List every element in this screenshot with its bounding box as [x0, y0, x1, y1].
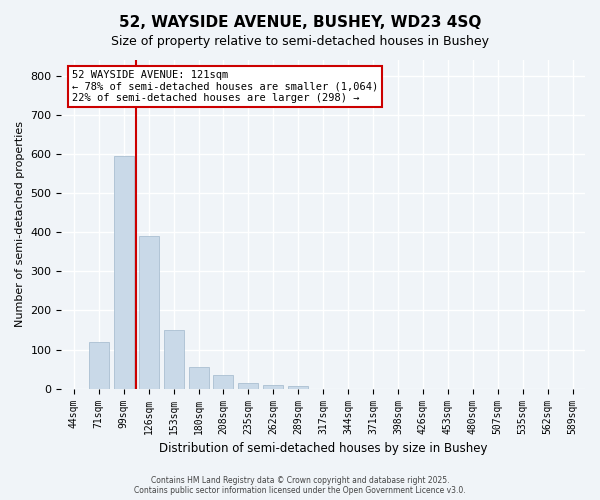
Text: 52, WAYSIDE AVENUE, BUSHEY, WD23 4SQ: 52, WAYSIDE AVENUE, BUSHEY, WD23 4SQ [119, 15, 481, 30]
Bar [89, 342, 109, 388]
X-axis label: Distribution of semi-detached houses by size in Bushey: Distribution of semi-detached houses by … [159, 442, 487, 455]
Text: Size of property relative to semi-detached houses in Bushey: Size of property relative to semi-detach… [111, 35, 489, 48]
Bar [139, 236, 158, 388]
Bar [214, 375, 233, 388]
Text: Contains HM Land Registry data © Crown copyright and database right 2025.
Contai: Contains HM Land Registry data © Crown c… [134, 476, 466, 495]
Bar [164, 330, 184, 388]
Bar [263, 385, 283, 388]
Bar [188, 367, 209, 388]
Y-axis label: Number of semi-detached properties: Number of semi-detached properties [15, 122, 25, 328]
Bar [238, 383, 259, 388]
Text: 52 WAYSIDE AVENUE: 121sqm
← 78% of semi-detached houses are smaller (1,064)
22% : 52 WAYSIDE AVENUE: 121sqm ← 78% of semi-… [72, 70, 378, 103]
Bar [114, 156, 134, 388]
Bar [288, 386, 308, 388]
